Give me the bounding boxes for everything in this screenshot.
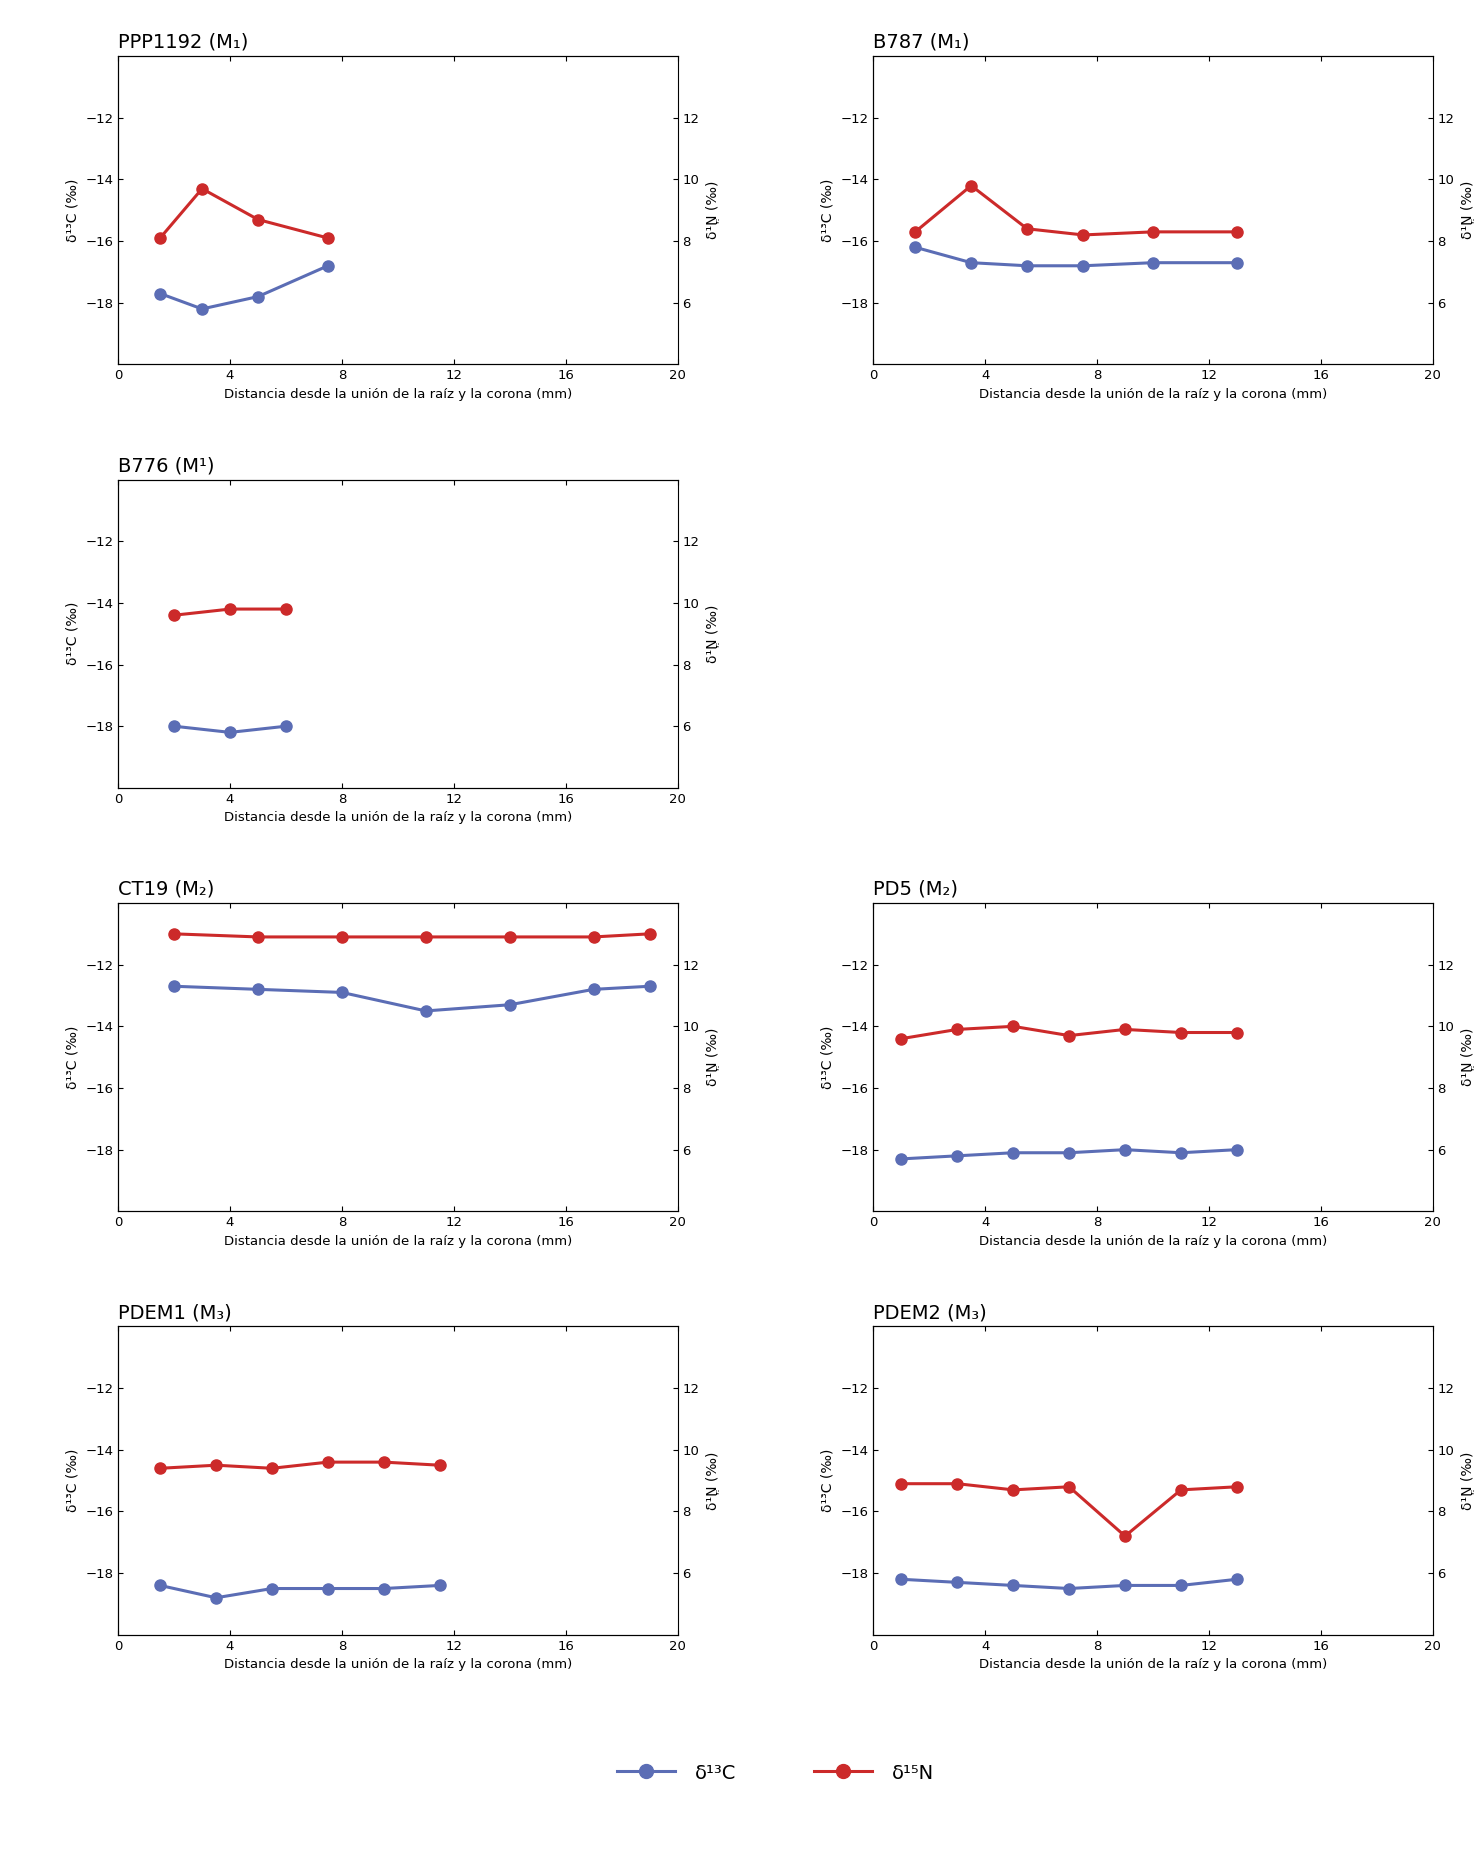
Text: PPP1192 (M₁): PPP1192 (M₁)	[118, 34, 248, 52]
X-axis label: Distancia desde la unión de la raíz y la corona (mm): Distancia desde la unión de la raíz y la…	[979, 1235, 1328, 1248]
Y-axis label: δ¹ֳN (‰): δ¹ֳN (‰)	[1461, 1027, 1474, 1087]
Y-axis label: δ¹ֳN (‰): δ¹ֳN (‰)	[705, 604, 719, 662]
Y-axis label: δ¹ֳN (‰): δ¹ֳN (‰)	[1461, 181, 1474, 239]
Text: B776 (M¹): B776 (M¹)	[118, 457, 214, 475]
Text: CT19 (M₂): CT19 (M₂)	[118, 879, 214, 898]
X-axis label: Distancia desde la unión de la raíz y la corona (mm): Distancia desde la unión de la raíz y la…	[979, 1658, 1328, 1671]
Y-axis label: δ¹³C (‰): δ¹³C (‰)	[65, 1025, 80, 1089]
X-axis label: Distancia desde la unión de la raíz y la corona (mm): Distancia desde la unión de la raíz y la…	[223, 387, 572, 400]
Y-axis label: δ¹ֳN (‰): δ¹ֳN (‰)	[705, 181, 719, 239]
Legend: δ¹³C, δ¹⁵N: δ¹³C, δ¹⁵N	[609, 1755, 942, 1791]
Y-axis label: δ¹³C (‰): δ¹³C (‰)	[65, 1448, 80, 1512]
X-axis label: Distancia desde la unión de la raíz y la corona (mm): Distancia desde la unión de la raíz y la…	[223, 812, 572, 825]
X-axis label: Distancia desde la unión de la raíz y la corona (mm): Distancia desde la unión de la raíz y la…	[223, 1235, 572, 1248]
Y-axis label: δ¹ֳN (‰): δ¹ֳN (‰)	[705, 1452, 719, 1510]
X-axis label: Distancia desde la unión de la raíz y la corona (mm): Distancia desde la unión de la raíz y la…	[223, 1658, 572, 1671]
Y-axis label: δ¹³C (‰): δ¹³C (‰)	[65, 602, 80, 666]
Text: PD5 (M₂): PD5 (M₂)	[873, 879, 959, 898]
Y-axis label: δ¹³C (‰): δ¹³C (‰)	[65, 178, 80, 241]
Y-axis label: δ¹³C (‰): δ¹³C (‰)	[821, 178, 835, 241]
Y-axis label: δ¹ֳN (‰): δ¹ֳN (‰)	[705, 1027, 719, 1087]
X-axis label: Distancia desde la unión de la raíz y la corona (mm): Distancia desde la unión de la raíz y la…	[979, 387, 1328, 400]
Y-axis label: δ¹³C (‰): δ¹³C (‰)	[821, 1025, 835, 1089]
Text: B787 (M₁): B787 (M₁)	[873, 34, 970, 52]
Text: PDEM1 (M₃): PDEM1 (M₃)	[118, 1302, 232, 1323]
Text: PDEM2 (M₃): PDEM2 (M₃)	[873, 1302, 987, 1323]
Y-axis label: δ¹ֳN (‰): δ¹ֳN (‰)	[1461, 1452, 1474, 1510]
Y-axis label: δ¹³C (‰): δ¹³C (‰)	[821, 1448, 835, 1512]
